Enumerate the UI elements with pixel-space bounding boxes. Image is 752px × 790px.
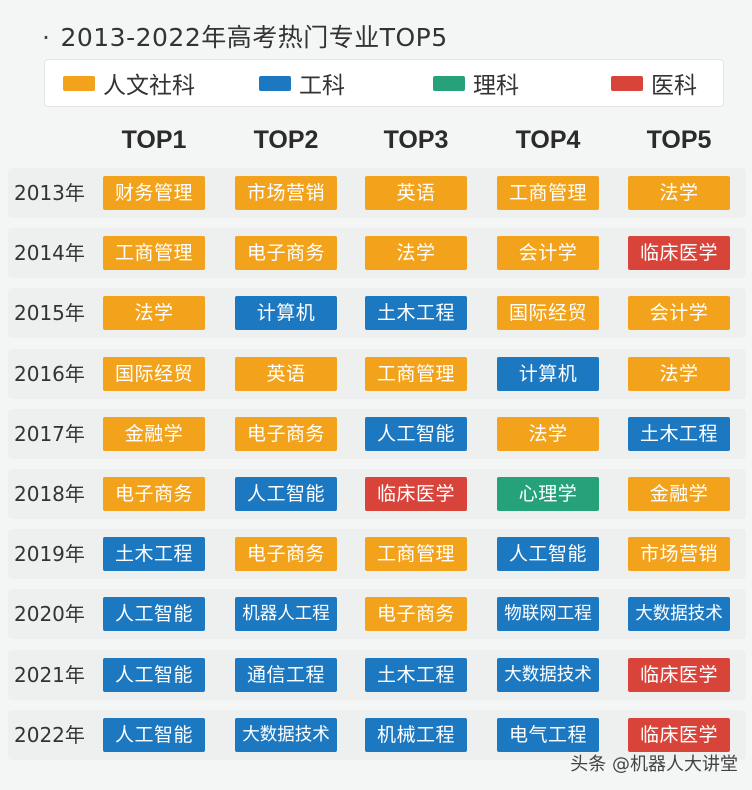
major-cell: 物联网工程 xyxy=(497,597,599,631)
chart-title-text: 2013-2022年高考热门专业TOP5 xyxy=(60,23,448,52)
major-cell: 金融学 xyxy=(103,417,205,451)
major-cell: 金融学 xyxy=(628,477,730,511)
major-cell: 计算机 xyxy=(235,296,337,330)
major-cell: 土木工程 xyxy=(628,417,730,451)
major-cell: 法学 xyxy=(628,176,730,210)
legend-swatch-engineering xyxy=(259,75,291,91)
major-cell: 工商管理 xyxy=(103,236,205,270)
major-cell: 法学 xyxy=(497,417,599,451)
year-label: 2022年 xyxy=(14,723,85,747)
major-cell: 法学 xyxy=(365,236,467,270)
column-header-top3: TOP3 xyxy=(383,126,449,154)
year-label: 2019年 xyxy=(14,542,85,566)
major-cell: 会计学 xyxy=(497,236,599,270)
major-cell: 土木工程 xyxy=(365,658,467,692)
legend-item-humanities: 人文社科 xyxy=(63,60,195,106)
legend-label-humanities: 人文社科 xyxy=(103,73,195,99)
major-cell: 大数据技术 xyxy=(628,597,730,631)
major-cell: 计算机 xyxy=(497,357,599,391)
column-header-top2: TOP2 xyxy=(253,126,319,154)
legend-swatch-humanities xyxy=(63,75,95,91)
major-cell: 工商管理 xyxy=(365,357,467,391)
legend-label-medicine: 医科 xyxy=(651,73,697,99)
major-cell: 人工智能 xyxy=(497,537,599,571)
major-cell: 电子商务 xyxy=(103,477,205,511)
major-cell: 英语 xyxy=(235,357,337,391)
year-label: 2014年 xyxy=(14,241,85,265)
legend-swatch-science xyxy=(433,75,465,91)
major-cell: 工商管理 xyxy=(497,176,599,210)
year-label: 2016年 xyxy=(14,362,85,386)
column-header-top4: TOP4 xyxy=(515,126,581,154)
major-cell: 临床医学 xyxy=(365,477,467,511)
major-cell: 人工智能 xyxy=(365,417,467,451)
major-cell: 临床医学 xyxy=(628,658,730,692)
legend-label-engineering: 工科 xyxy=(299,73,345,99)
major-cell: 法学 xyxy=(103,296,205,330)
major-cell: 工商管理 xyxy=(365,537,467,571)
major-cell: 人工智能 xyxy=(235,477,337,511)
year-label: 2018年 xyxy=(14,482,85,506)
major-cell: 国际经贸 xyxy=(103,357,205,391)
major-cell: 财务管理 xyxy=(103,176,205,210)
chart-title: · 2013-2022年高考热门专业TOP5 xyxy=(42,18,448,54)
major-cell: 国际经贸 xyxy=(497,296,599,330)
major-cell: 机器人工程 xyxy=(235,597,337,631)
year-label: 2017年 xyxy=(14,422,85,446)
major-cell: 土木工程 xyxy=(365,296,467,330)
year-label: 2020年 xyxy=(14,602,85,626)
major-cell: 电气工程 xyxy=(497,718,599,752)
legend: 人文社科 工科 理科 医科 xyxy=(44,59,724,107)
major-cell: 大数据技术 xyxy=(497,658,599,692)
year-label: 2021年 xyxy=(14,663,85,687)
major-cell: 市场营销 xyxy=(628,537,730,571)
major-cell: 电子商务 xyxy=(235,537,337,571)
watermark: 头条 @机器人大讲堂 xyxy=(570,754,738,775)
major-cell: 会计学 xyxy=(628,296,730,330)
major-cell: 法学 xyxy=(628,357,730,391)
major-cell: 人工智能 xyxy=(103,597,205,631)
legend-item-science: 理科 xyxy=(433,60,519,106)
major-cell: 心理学 xyxy=(497,477,599,511)
major-cell: 大数据技术 xyxy=(235,718,337,752)
major-cell: 电子商务 xyxy=(365,597,467,631)
major-cell: 市场营销 xyxy=(235,176,337,210)
column-header-top1: TOP1 xyxy=(121,126,187,154)
major-cell: 电子商务 xyxy=(235,236,337,270)
major-cell: 人工智能 xyxy=(103,718,205,752)
major-cell: 机械工程 xyxy=(365,718,467,752)
major-cell: 人工智能 xyxy=(103,658,205,692)
major-cell: 土木工程 xyxy=(103,537,205,571)
year-label: 2013年 xyxy=(14,181,85,205)
legend-item-medicine: 医科 xyxy=(611,60,697,106)
major-cell: 临床医学 xyxy=(628,718,730,752)
legend-label-science: 理科 xyxy=(473,73,519,99)
column-header-top5: TOP5 xyxy=(646,126,712,154)
major-cell: 通信工程 xyxy=(235,658,337,692)
year-label: 2015年 xyxy=(14,301,85,325)
major-cell: 电子商务 xyxy=(235,417,337,451)
major-cell: 英语 xyxy=(365,176,467,210)
major-cell: 临床医学 xyxy=(628,236,730,270)
legend-item-engineering: 工科 xyxy=(259,60,345,106)
title-bullet: · xyxy=(42,23,51,52)
legend-swatch-medicine xyxy=(611,75,643,91)
